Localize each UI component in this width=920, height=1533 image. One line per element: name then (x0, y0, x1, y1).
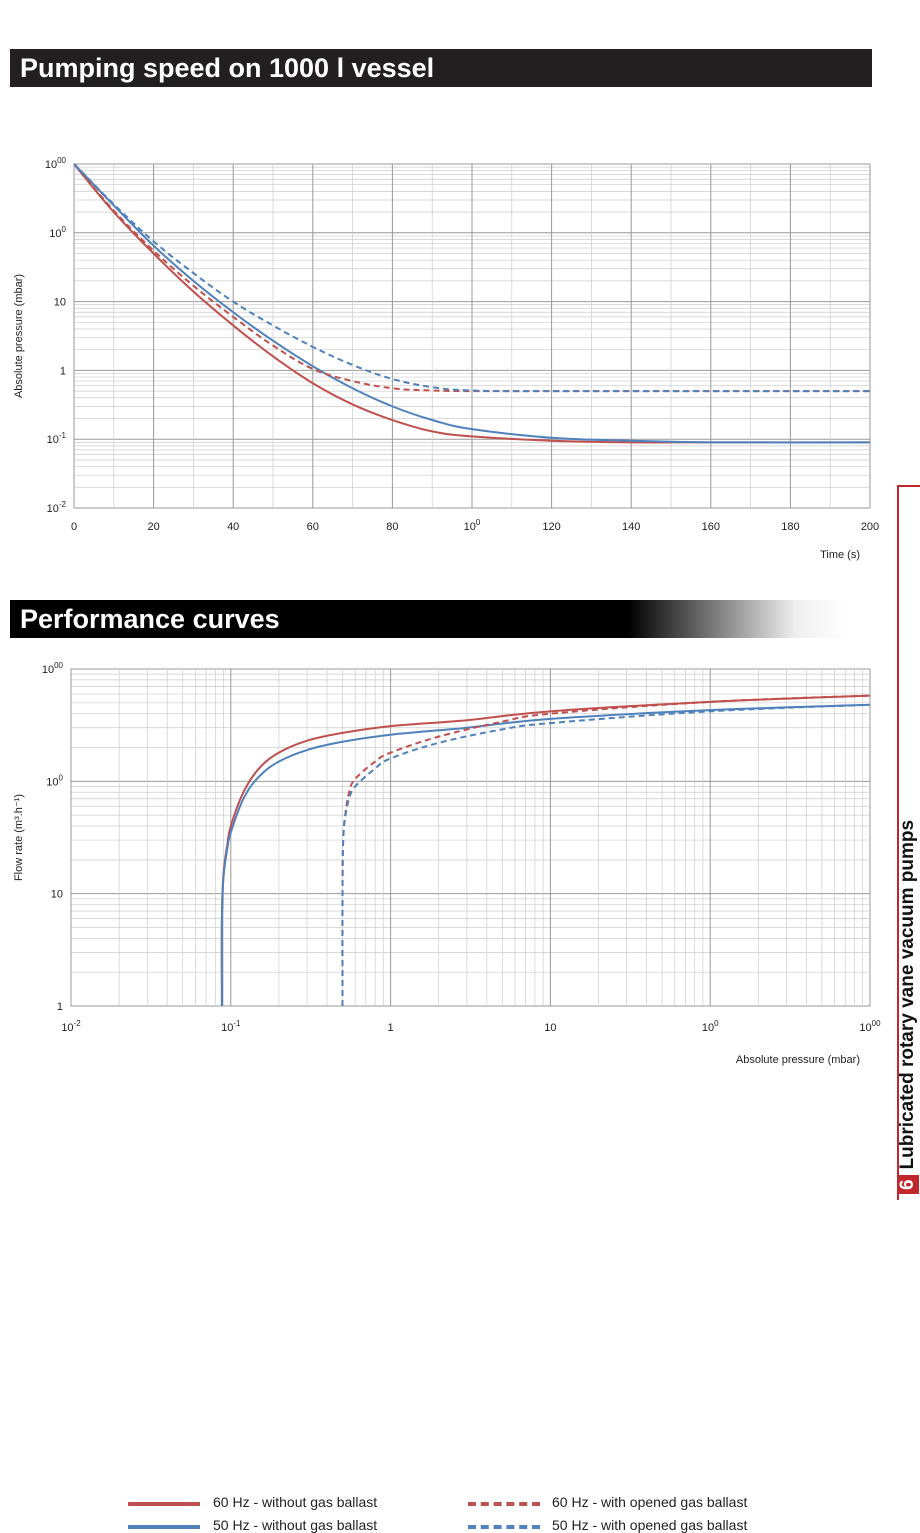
y-tick-label: 1 (60, 365, 66, 377)
grid (73, 164, 871, 509)
page-number: 6 (897, 1175, 919, 1194)
legend-swatch (128, 1525, 200, 1529)
series-line (74, 163, 870, 444)
y-axis-title: Absolute pressure (mbar) (13, 274, 25, 398)
series-line (74, 163, 870, 444)
x-tick-label: 80 (386, 521, 398, 533)
x-tick-label: 100 (702, 1019, 719, 1034)
x-tick-label: 160 (702, 521, 720, 533)
y-tick-label: 10 (54, 297, 66, 309)
x-tick-label: 120 (542, 521, 560, 533)
y-axis-title: Flow rate (m³.h⁻¹) (13, 794, 25, 881)
x-tick-label: 1 (388, 1022, 394, 1034)
y-tick-label: 100 (46, 773, 63, 788)
legend-label: 50 Hz - with opened gas ballast (552, 1517, 748, 1533)
legend-label: 50 Hz - without gas ballast (213, 1517, 378, 1533)
legend-swatch (468, 1525, 540, 1529)
legend-swatch (468, 1502, 540, 1506)
legend-label: 60 Hz - with opened gas ballast (552, 1494, 748, 1510)
x-axis-title: Time (s) (820, 549, 860, 561)
x-tick-label: 200 (861, 521, 879, 533)
x-tick-label: 10-1 (221, 1019, 241, 1034)
performance-curves-heading: Performance curves (10, 600, 845, 638)
x-tick-label: 40 (227, 521, 239, 533)
x-axis-title: Absolute pressure (mbar) (736, 1054, 860, 1066)
series-group (220, 694, 870, 1007)
sidebar-frame (897, 485, 920, 1200)
performance-curves-chart: 1 10 100 1000 10-2 10-1 1 10 100 1000 Flow rate (m… (13, 661, 881, 1066)
legend-label: 60 Hz - without gas ballast (213, 1494, 378, 1510)
x-tick-label: 180 (781, 521, 799, 533)
series-group (74, 163, 870, 444)
legend-swatch (128, 1502, 200, 1506)
x-tick-label: 0 (71, 521, 77, 533)
series-line (74, 163, 870, 393)
x-tick-label: 140 (622, 521, 640, 533)
series-line (341, 703, 870, 1007)
series-line (220, 703, 870, 1007)
x-tick-label: 60 (307, 521, 319, 533)
y-tick-label: 1 (57, 1001, 63, 1013)
x-tick-label: 10-2 (61, 1019, 81, 1034)
x-tick-label: 10 (544, 1022, 556, 1034)
pumping-speed-heading: Pumping speed on 1000 l vessel (10, 49, 872, 87)
x-tick-label: 1000 (859, 1019, 881, 1034)
sidebar-title: 6 Lubricated rotary vane vacuum pumps (897, 820, 919, 1200)
y-tick-label: 10 (51, 889, 63, 901)
y-tick-label: 1000 (42, 661, 64, 676)
sidebar-title-text: Lubricated rotary vane vacuum pumps (897, 819, 918, 1170)
x-tick-label: 20 (147, 521, 159, 533)
series-line (74, 163, 870, 393)
